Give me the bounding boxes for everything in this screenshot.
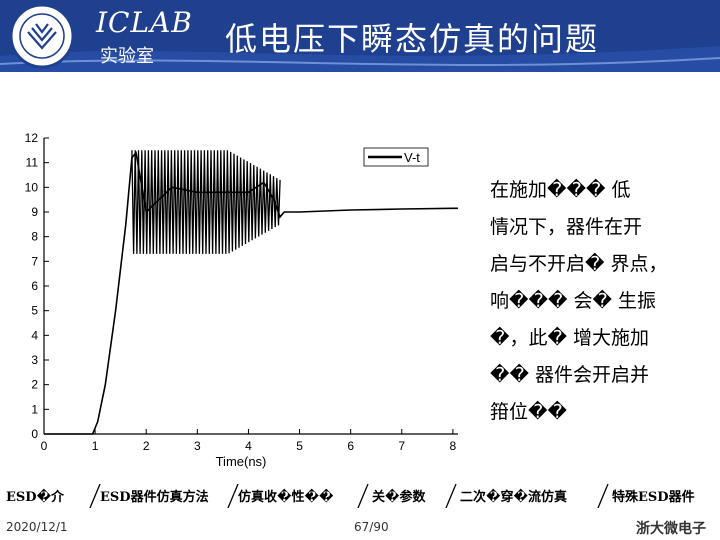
x-tick-label: 1 bbox=[92, 439, 99, 453]
nav-separator bbox=[597, 484, 609, 508]
description-line: �� 器件会开启并 bbox=[490, 364, 650, 386]
header-banner: ICLAB 实验室 低电压下瞬态仿真的问题 bbox=[0, 0, 720, 72]
nav-item-esd-intro[interactable]: ESD�介 bbox=[6, 490, 65, 505]
y-tick-label: 7 bbox=[31, 254, 38, 268]
y-tick-label: 3 bbox=[31, 353, 38, 367]
description-line: 在施加��� 低 bbox=[490, 179, 631, 201]
y-tick-label: 8 bbox=[31, 230, 38, 244]
x-tick-label: 8 bbox=[450, 439, 457, 453]
nav-separator bbox=[445, 484, 457, 508]
legend-label: V-t bbox=[404, 150, 420, 165]
x-tick-label: 0 bbox=[41, 439, 48, 453]
description-line: 启与不开启� 界点， bbox=[490, 253, 668, 275]
y-tick-label: 2 bbox=[31, 378, 38, 392]
lab-subtitle: 实验室 bbox=[100, 46, 154, 67]
nav-item-sim-convergence[interactable]: 仿真收�性�� bbox=[238, 490, 334, 505]
y-tick-label: 10 bbox=[25, 180, 39, 194]
description-text: 在施加��� 低 情况下，器件在开 启与不开启� 界点， 响��� 会� 生振 … bbox=[490, 172, 705, 431]
description-line: 响��� 会� 生振 bbox=[490, 290, 657, 312]
section-navbar bbox=[0, 482, 720, 510]
page-number: 67/90 bbox=[354, 520, 389, 534]
y-tick-label: 6 bbox=[31, 279, 38, 293]
nav-item-key-params[interactable]: 关�参数 bbox=[372, 490, 426, 505]
vt-oscillation-band bbox=[131, 150, 281, 254]
x-axis-label: Time(ns) bbox=[216, 454, 267, 469]
nav-separator bbox=[89, 484, 101, 508]
nav-item-special-esd[interactable]: 特殊ESD器件 bbox=[612, 490, 695, 505]
footer-date: 2020/12/1 bbox=[6, 520, 68, 534]
y-tick-label: 1 bbox=[31, 402, 38, 416]
description-line: 情况下，器件在开 bbox=[490, 216, 643, 238]
slide-title: 低电压下瞬态仿真的问题 bbox=[225, 20, 600, 58]
y-tick-label: 4 bbox=[31, 328, 38, 342]
x-tick-label: 3 bbox=[194, 439, 201, 453]
nav-separator bbox=[357, 484, 369, 508]
y-tick-label: 5 bbox=[31, 304, 38, 318]
x-tick-label: 4 bbox=[245, 439, 252, 453]
x-tick-label: 5 bbox=[296, 439, 303, 453]
x-tick-label: 7 bbox=[398, 439, 405, 453]
nav-item-esd-sim-method[interactable]: ESD器件仿真方法 bbox=[100, 490, 209, 505]
y-tick-label: 0 bbox=[31, 427, 38, 441]
nav-item-second-breakdown[interactable]: 二次�穿�流仿真 bbox=[460, 490, 567, 505]
description-line: 箝位�� bbox=[490, 401, 567, 423]
footer-brand: 浙大微电子 bbox=[636, 521, 706, 537]
nav-separator bbox=[227, 484, 239, 508]
header-wave-decoration bbox=[0, 46, 720, 72]
y-tick-label: 9 bbox=[31, 205, 38, 219]
footer bbox=[0, 512, 720, 540]
university-seal-logo bbox=[9, 3, 75, 69]
y-tick-label: 12 bbox=[25, 132, 39, 145]
description-line: �，此� 增大施加 bbox=[490, 327, 650, 349]
lab-name: ICLAB bbox=[96, 6, 193, 39]
x-tick-label: 2 bbox=[143, 439, 150, 453]
x-tick-label: 6 bbox=[347, 439, 354, 453]
y-tick-label: 11 bbox=[26, 156, 39, 170]
